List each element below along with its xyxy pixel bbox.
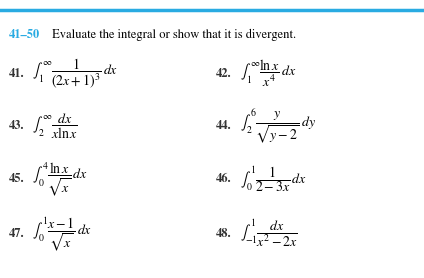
Text: $\int_{\,0}^{4} \dfrac{\ln x}{\sqrt{x}}\,dx$: $\int_{\,0}^{4} \dfrac{\ln x}{\sqrt{x}}\… — [32, 161, 88, 198]
Text: 46.: 46. — [216, 173, 232, 185]
Text: $\int_{-1}^{1} \dfrac{dx}{x^2-2x}$: $\int_{-1}^{1} \dfrac{dx}{x^2-2x}$ — [240, 218, 297, 249]
Text: 45.: 45. — [8, 173, 24, 185]
Text: $\int_{\,1}^{\infty} \dfrac{1}{(2x+1)^3}\,dx$: $\int_{\,1}^{\infty} \dfrac{1}{(2x+1)^3}… — [32, 57, 118, 90]
Text: 44.: 44. — [216, 120, 232, 133]
Text: $\int_{\,2}^{6} \dfrac{y}{\sqrt{y-2}}\,dy$: $\int_{\,2}^{6} \dfrac{y}{\sqrt{y-2}}\,d… — [240, 107, 316, 146]
Text: Evaluate the integral or show that it is divergent.: Evaluate the integral or show that it is… — [49, 29, 296, 41]
Text: $\int_{\,0}^{1} \dfrac{x-1}{\sqrt{x}}\,dx$: $\int_{\,0}^{1} \dfrac{x-1}{\sqrt{x}}\,d… — [32, 215, 92, 252]
Text: $\int_{\,1}^{\infty} \dfrac{\ln x}{x^4}\,dx$: $\int_{\,1}^{\infty} \dfrac{\ln x}{x^4}\… — [240, 58, 296, 89]
Text: 47.: 47. — [8, 227, 24, 240]
Text: 41–50: 41–50 — [8, 29, 39, 41]
Text: 41.: 41. — [8, 68, 24, 80]
Text: 43.: 43. — [8, 120, 24, 133]
Text: 42.: 42. — [216, 68, 232, 80]
Text: $\int_{\,2}^{\infty} \dfrac{dx}{x\ln x}$: $\int_{\,2}^{\infty} \dfrac{dx}{x\ln x}$ — [32, 112, 78, 141]
Text: $\int_{\,0}^{1} \dfrac{1}{2-3x}\,dx$: $\int_{\,0}^{1} \dfrac{1}{2-3x}\,dx$ — [240, 164, 307, 194]
Text: 48.: 48. — [216, 227, 232, 240]
